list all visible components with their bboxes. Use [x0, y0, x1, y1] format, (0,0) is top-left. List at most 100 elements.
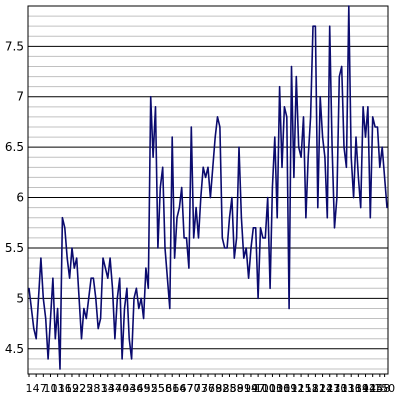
x-tick-label: 142 — [355, 382, 376, 395]
data-point — [326, 217, 328, 219]
data-point — [360, 207, 362, 209]
data-point — [269, 287, 271, 289]
data-point — [345, 166, 347, 168]
y-tick-label: 4.5 — [5, 342, 24, 356]
x-tick-label: 46 — [129, 382, 143, 395]
data-point — [290, 65, 293, 68]
x-tick-label: 64 — [172, 382, 186, 395]
x-tick-label: 88 — [230, 382, 244, 395]
data-point — [76, 257, 78, 259]
x-tick-label: 67 — [180, 382, 194, 395]
data-point — [121, 358, 123, 360]
data-point — [178, 207, 180, 209]
x-tick-label: 121 — [305, 382, 326, 395]
data-point — [384, 176, 386, 178]
data-point — [193, 237, 195, 239]
data-point — [259, 227, 262, 229]
data-point — [109, 257, 111, 259]
data-point — [57, 307, 59, 310]
data-point — [279, 86, 281, 88]
data-point — [348, 5, 350, 7]
data-point — [226, 247, 228, 249]
data-point — [135, 287, 137, 289]
data-point — [92, 277, 94, 279]
data-point — [219, 126, 221, 128]
data-point — [49, 317, 52, 320]
data-point — [119, 277, 121, 279]
series-group — [28, 5, 388, 370]
x-tick-label: 97 — [251, 382, 265, 395]
data-point — [157, 247, 159, 249]
data-point — [150, 96, 152, 98]
data-point — [322, 136, 324, 138]
data-point — [243, 257, 245, 259]
data-point — [324, 156, 326, 158]
x-tick-label: 106 — [269, 382, 290, 395]
data-point — [83, 307, 85, 310]
data-point — [286, 116, 288, 118]
data-point — [302, 116, 305, 118]
data-point — [126, 287, 128, 289]
data-point — [143, 317, 145, 320]
data-point — [274, 136, 276, 138]
data-point — [353, 197, 355, 199]
data-point — [69, 277, 71, 279]
data-point — [376, 126, 379, 128]
x-tick-label: 73 — [194, 382, 208, 395]
data-point — [379, 166, 381, 168]
data-point — [212, 166, 214, 168]
data-point — [102, 257, 104, 259]
data-point — [331, 146, 333, 148]
data-point — [341, 65, 343, 68]
data-point — [336, 197, 338, 199]
y-tick-label: 7.5 — [5, 39, 24, 53]
data-point — [386, 207, 388, 209]
x-tick-label: 118 — [298, 382, 319, 395]
x-tick-label: 76 — [201, 382, 215, 395]
data-point — [154, 106, 157, 108]
data-point — [262, 237, 264, 239]
data-point — [252, 227, 254, 229]
data-point — [209, 197, 211, 199]
x-tick-label: 139 — [348, 382, 369, 395]
data-point — [100, 317, 102, 320]
data-point — [214, 136, 216, 138]
data-point — [276, 217, 278, 219]
data-point — [248, 277, 250, 279]
data-point — [300, 156, 302, 158]
x-tick-label: 28 — [86, 382, 100, 395]
data-point — [264, 237, 266, 239]
data-point — [317, 207, 319, 209]
x-tick-label: 133 — [334, 382, 355, 395]
data-point — [111, 287, 114, 289]
x-tick-label: 82 — [215, 382, 229, 395]
data-point — [166, 277, 168, 279]
data-point — [64, 227, 66, 229]
data-point — [367, 106, 369, 108]
data-point — [343, 146, 345, 148]
data-point — [228, 217, 231, 219]
x-tick-label: 85 — [222, 382, 236, 395]
x-tick-label: 103 — [262, 382, 283, 395]
x-tick-label: 91 — [237, 382, 251, 395]
data-point — [283, 106, 285, 108]
data-point — [312, 25, 314, 27]
x-tick-label: 130 — [326, 382, 347, 395]
y-tick-label: 5.5 — [5, 241, 24, 255]
data-point — [183, 237, 185, 239]
x-tick-label: 100 — [255, 382, 276, 395]
data-point — [293, 176, 295, 178]
x-tick-label: 7 — [40, 382, 47, 395]
data-point — [52, 277, 54, 279]
data-point — [133, 297, 135, 299]
data-point — [145, 267, 147, 269]
data-point — [169, 307, 171, 310]
data-point — [71, 247, 73, 249]
x-tick-label: 13 — [51, 382, 65, 395]
data-point — [59, 368, 61, 370]
data-point — [78, 297, 80, 299]
data-point — [185, 237, 188, 239]
x-tick-label: 25 — [79, 382, 93, 395]
data-point — [138, 307, 140, 310]
data-point — [181, 186, 183, 189]
